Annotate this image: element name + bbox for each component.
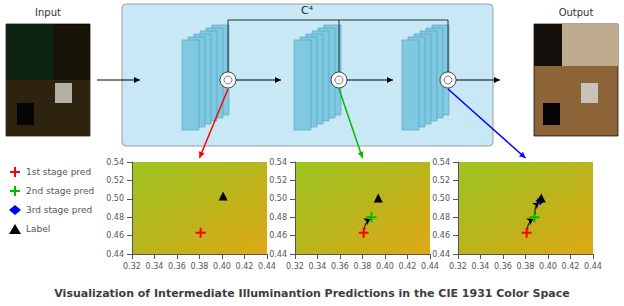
- svg-text:0.34: 0.34: [146, 262, 164, 271]
- svg-text:0.54: 0.54: [432, 158, 450, 167]
- svg-text:0.32: 0.32: [449, 262, 467, 271]
- svg-text:0.52: 0.52: [106, 176, 124, 185]
- svg-text:0.52: 0.52: [269, 176, 287, 185]
- svg-text:0.44: 0.44: [106, 250, 124, 259]
- svg-text:0.46: 0.46: [432, 231, 450, 240]
- svg-text:0.44: 0.44: [421, 262, 439, 271]
- svg-text:0.48: 0.48: [269, 213, 287, 222]
- svg-text:0.40: 0.40: [539, 262, 557, 271]
- svg-text:Visualization of Intermediate: Visualization of Intermediate Illuminant…: [54, 287, 569, 300]
- svg-text:C⁴: C⁴: [301, 4, 314, 17]
- svg-text:0.38: 0.38: [191, 262, 209, 271]
- svg-text:0.44: 0.44: [432, 250, 450, 259]
- svg-text:0.44: 0.44: [258, 262, 276, 271]
- svg-text:Input: Input: [35, 7, 61, 18]
- svg-text:0.40: 0.40: [213, 262, 231, 271]
- svg-text:0.48: 0.48: [106, 213, 124, 222]
- svg-text:0.54: 0.54: [269, 158, 287, 167]
- svg-text:2nd stage pred: 2nd stage pred: [26, 186, 94, 196]
- svg-text:0.32: 0.32: [123, 262, 141, 271]
- svg-text:0.42: 0.42: [236, 262, 254, 271]
- svg-text:0.46: 0.46: [106, 231, 124, 240]
- svg-text:0.48: 0.48: [432, 213, 450, 222]
- svg-text:3rd stage pred: 3rd stage pred: [26, 205, 92, 215]
- svg-text:0.34: 0.34: [472, 262, 490, 271]
- svg-text:0.44: 0.44: [584, 262, 602, 271]
- svg-text:0.36: 0.36: [168, 262, 186, 271]
- svg-text:1st stage pred: 1st stage pred: [26, 167, 91, 177]
- svg-text:0.50: 0.50: [106, 194, 124, 203]
- svg-text:0.46: 0.46: [269, 231, 287, 240]
- svg-text:0.52: 0.52: [432, 176, 450, 185]
- svg-text:Label: Label: [26, 224, 50, 234]
- svg-text:0.54: 0.54: [106, 158, 124, 167]
- svg-text:0.50: 0.50: [269, 194, 287, 203]
- svg-text:0.40: 0.40: [376, 262, 394, 271]
- svg-text:0.38: 0.38: [517, 262, 535, 271]
- svg-text:0.42: 0.42: [562, 262, 580, 271]
- svg-text:0.44: 0.44: [269, 250, 287, 259]
- svg-text:0.32: 0.32: [286, 262, 304, 271]
- svg-text:0.50: 0.50: [432, 194, 450, 203]
- svg-text:0.38: 0.38: [354, 262, 372, 271]
- svg-text:0.34: 0.34: [309, 262, 327, 271]
- svg-text:0.42: 0.42: [399, 262, 417, 271]
- svg-text:Output: Output: [559, 7, 594, 18]
- svg-text:0.36: 0.36: [331, 262, 349, 271]
- svg-text:0.36: 0.36: [494, 262, 512, 271]
